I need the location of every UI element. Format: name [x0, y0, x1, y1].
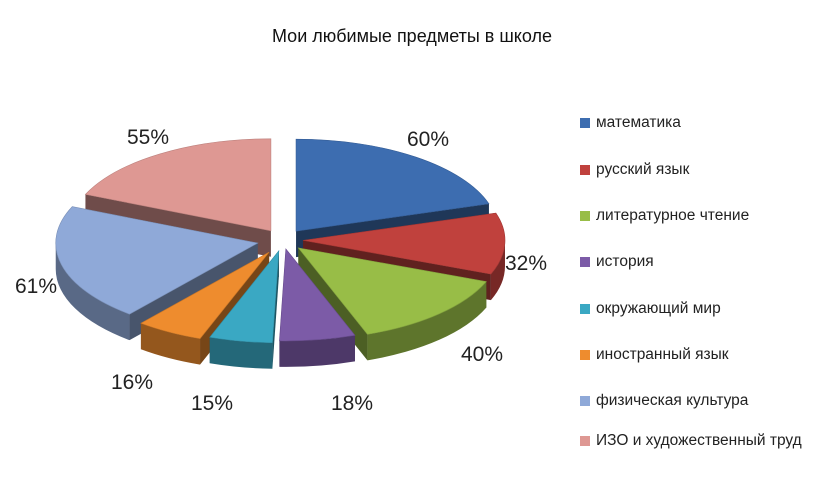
pie-slice-top: [140, 251, 270, 339]
legend-item: история: [580, 251, 821, 272]
legend-label: русский язык: [596, 161, 690, 178]
legend-swatch: [580, 211, 590, 221]
data-label: 32%: [505, 252, 547, 275]
chart-title: Мои любимые предметы в школе: [272, 26, 552, 46]
pie-slice-top: [297, 247, 487, 335]
legend-item: ИЗО и художественный труд: [580, 430, 821, 451]
pie-slice: [279, 248, 356, 367]
legend-swatch: [580, 257, 590, 267]
legend-label: окружающий мир: [596, 300, 721, 317]
legend-swatch: [580, 118, 590, 128]
pie-slice-top: [55, 206, 259, 315]
labels-group: 60% 32% 40% 18% 15% 16% 61% 55%: [15, 126, 547, 415]
pie-slice-top: [279, 248, 356, 342]
data-label: 15%: [191, 392, 233, 415]
pie-slice-top: [302, 212, 506, 275]
data-label: 55%: [127, 126, 169, 149]
legend-swatch: [580, 304, 590, 314]
data-label: 60%: [407, 128, 449, 151]
data-label: 61%: [15, 275, 57, 298]
pie-slice-top: [209, 249, 280, 344]
data-label: 40%: [461, 343, 503, 366]
legend-swatch: [580, 165, 590, 175]
legend-item: литературное чтение: [580, 205, 821, 226]
pie-slice-wall: [272, 250, 279, 369]
legend-label: физическая культура: [596, 392, 749, 409]
data-label: 16%: [111, 371, 153, 394]
legend-label: иностранный язык: [596, 346, 729, 363]
legend-swatch: [580, 436, 590, 446]
legend-item: русский язык: [580, 159, 821, 180]
legend-swatch: [580, 396, 590, 406]
data-label: 18%: [331, 392, 373, 415]
legend-swatch: [580, 350, 590, 360]
slices-group: [55, 138, 506, 369]
pie-slice-side: [209, 337, 273, 369]
legend-label: ИЗО и художественный труд: [596, 432, 802, 449]
legend-item: окружающий мир: [580, 298, 821, 319]
pie-slice: [297, 247, 487, 361]
legend-label: история: [596, 253, 654, 270]
pie-slice-side: [279, 335, 355, 367]
legend-item: иностранный язык: [580, 344, 821, 365]
pie-slice-top: [295, 138, 490, 232]
pie-slice: [209, 249, 280, 369]
pie-slice-side: [490, 240, 505, 301]
legend-label: литературное чтение: [596, 207, 750, 224]
legend-label: математика: [596, 114, 681, 131]
pie-slice-side: [140, 323, 201, 365]
legend-item: математика: [580, 112, 821, 133]
pie-slice-side: [367, 281, 487, 361]
pie-slice-side: [55, 243, 130, 341]
legend-item: физическая культура: [580, 390, 821, 411]
pie-slice-top: [84, 138, 272, 232]
